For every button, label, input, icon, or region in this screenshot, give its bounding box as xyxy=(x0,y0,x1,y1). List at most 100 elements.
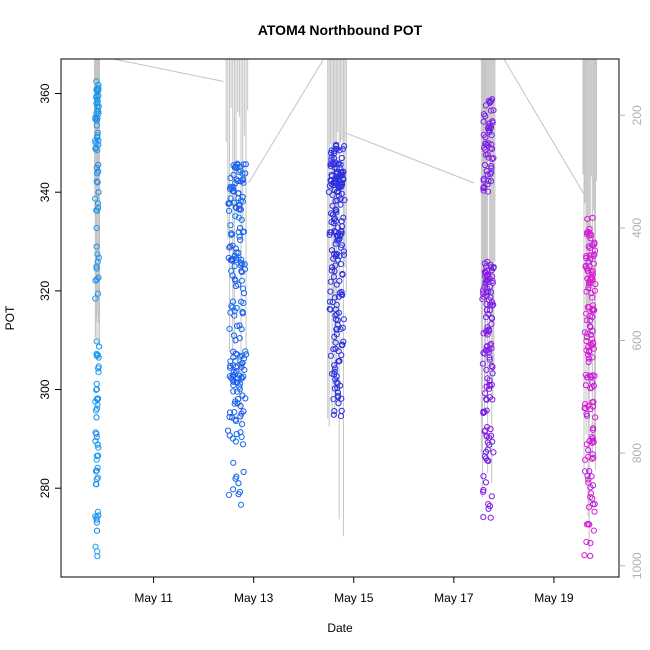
data-point xyxy=(331,385,338,392)
data-point xyxy=(337,161,344,168)
data-point xyxy=(94,207,101,214)
data-point xyxy=(334,224,341,231)
data-point xyxy=(486,307,493,314)
data-point xyxy=(231,409,238,416)
data-point xyxy=(93,516,100,523)
data-point xyxy=(587,493,594,501)
data-point xyxy=(585,284,592,291)
data-point xyxy=(95,452,102,459)
data-point xyxy=(490,449,497,456)
data-point xyxy=(488,321,495,328)
data-point xyxy=(335,188,342,196)
data-point xyxy=(584,330,591,337)
data-point xyxy=(587,405,594,413)
data-point xyxy=(488,493,495,500)
data-point xyxy=(486,275,493,282)
data-point xyxy=(587,552,594,560)
data-point xyxy=(336,357,343,364)
data-point xyxy=(582,456,589,463)
data-point xyxy=(482,390,489,397)
data-point xyxy=(241,261,248,268)
data-point xyxy=(94,464,101,471)
data-point xyxy=(225,491,233,498)
data-point xyxy=(590,425,597,432)
data-point xyxy=(232,416,239,423)
data-point xyxy=(95,369,102,376)
data-point xyxy=(230,332,237,339)
data-point xyxy=(331,371,338,378)
data-point xyxy=(588,290,595,297)
data-point xyxy=(591,247,599,254)
data-point xyxy=(95,168,102,175)
data-point xyxy=(239,441,247,448)
data-point xyxy=(239,198,246,205)
data-point xyxy=(95,254,102,261)
data-point xyxy=(325,189,332,196)
data-point xyxy=(487,124,495,131)
data-point xyxy=(94,179,101,186)
data-point xyxy=(94,98,101,105)
data-point xyxy=(488,432,495,439)
data-point xyxy=(584,472,591,479)
data-point xyxy=(585,304,593,311)
data-point xyxy=(225,207,233,214)
data-point xyxy=(229,188,236,195)
data-point xyxy=(583,538,590,546)
data-point xyxy=(330,396,337,403)
depth-profile-layer xyxy=(94,59,597,551)
data-point xyxy=(93,527,101,534)
data-point xyxy=(95,87,102,94)
data-point xyxy=(327,278,334,285)
data-point xyxy=(589,501,597,508)
data-point xyxy=(94,441,101,448)
data-point xyxy=(488,169,495,176)
y-right-tick-label: 1000 xyxy=(630,552,644,579)
data-point xyxy=(93,467,100,474)
data-point xyxy=(484,347,491,354)
data-point xyxy=(592,281,599,288)
data-point xyxy=(592,414,599,421)
data-point xyxy=(485,177,492,185)
data-point xyxy=(93,405,101,412)
data-point xyxy=(480,514,487,521)
data-point xyxy=(329,202,336,209)
data-point xyxy=(338,229,345,236)
data-point xyxy=(585,281,592,288)
data-point xyxy=(481,161,488,169)
data-point xyxy=(330,179,337,186)
y-axis-right: 200 400 600 800 1000 xyxy=(619,105,644,579)
data-point xyxy=(338,407,345,414)
data-point xyxy=(238,421,246,428)
data-point xyxy=(94,396,101,403)
data-point xyxy=(331,333,338,340)
data-point xyxy=(239,193,246,201)
data-point xyxy=(337,244,344,251)
data-point xyxy=(488,165,495,172)
data-point xyxy=(583,310,590,317)
data-point xyxy=(335,309,342,316)
data-point xyxy=(487,340,494,347)
data-point xyxy=(94,115,101,122)
data-point xyxy=(96,343,103,350)
data-point xyxy=(583,410,590,417)
data-point xyxy=(93,178,100,185)
data-point xyxy=(333,209,340,216)
data-point xyxy=(232,398,239,405)
data-point xyxy=(587,484,594,491)
data-point xyxy=(589,214,596,221)
data-point xyxy=(235,480,242,487)
x-tick-label: May 15 xyxy=(334,591,374,605)
data-point xyxy=(95,189,102,196)
data-point xyxy=(332,142,340,150)
data-point xyxy=(585,476,592,483)
data-point xyxy=(233,249,240,256)
data-point xyxy=(489,155,496,162)
data-point xyxy=(237,361,244,368)
data-point xyxy=(329,173,336,180)
data-point xyxy=(480,486,487,494)
data-point xyxy=(331,362,338,369)
data-point xyxy=(582,382,590,389)
depth-connector-line xyxy=(248,59,325,184)
data-point xyxy=(93,519,101,526)
